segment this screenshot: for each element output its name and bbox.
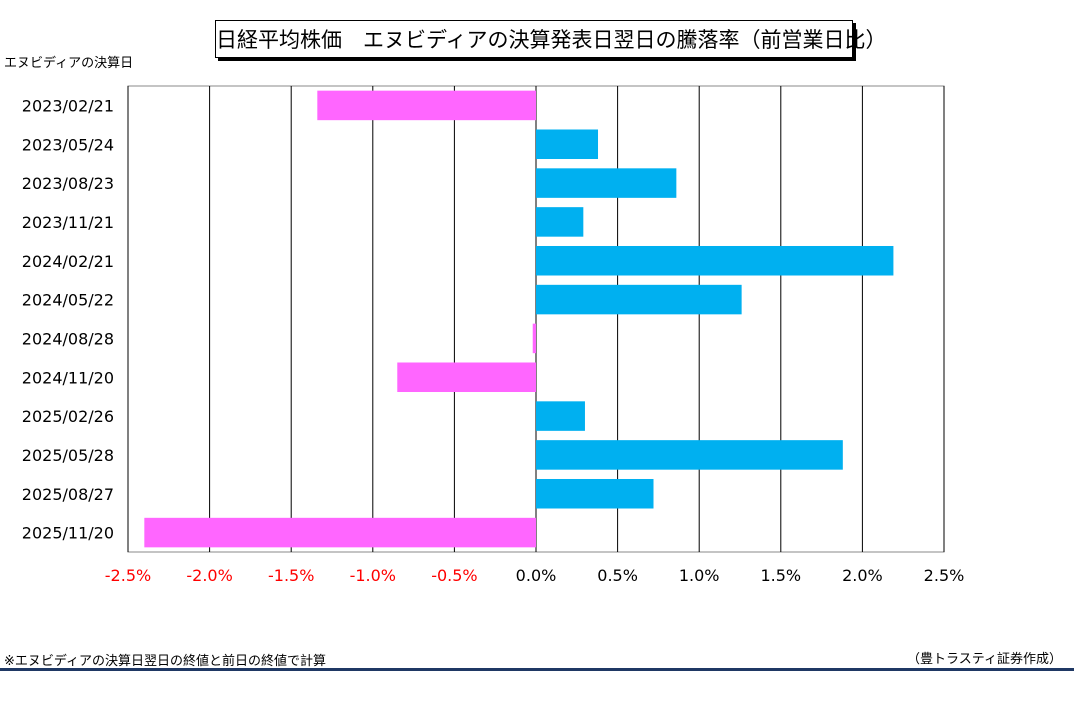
x-tick-label: 1.0% <box>679 566 720 585</box>
x-tick-label: 1.5% <box>760 566 801 585</box>
y-axis-label: エヌビディアの決算日 <box>4 56 134 71</box>
source-credit: （豊トラスティ証券作成） <box>907 652 1062 667</box>
category-label: 2023/05/24 <box>22 135 114 154</box>
category-label: 2023/08/23 <box>22 174 114 193</box>
bar-2023-08-23 <box>536 168 677 198</box>
bar-2024-02-21 <box>536 245 894 276</box>
category-labels: 2023/02/21 2023/05/24 2023/08/23 2023/11/21… <box>22 96 114 542</box>
category-label: 2025/05/28 <box>22 446 114 465</box>
chart-title: 日経平均株価 エヌビディアの決算発表日翌日の騰落率（前営業日比） <box>215 20 887 58</box>
x-tick-label: -2.0% <box>186 566 232 585</box>
category-label: 2023/11/21 <box>22 213 114 232</box>
category-label: 2024/02/21 <box>22 252 114 271</box>
x-tick-label: 2.5% <box>924 566 965 585</box>
bar-2025-05-28 <box>536 440 843 470</box>
bar-2025-08-27 <box>536 478 654 509</box>
category-label: 2024/08/28 <box>22 329 114 348</box>
bar-2023-11-21 <box>536 207 584 237</box>
x-tick-labels: -2.5% -2.0% -1.5% -1.0% -0.5% 0.0% 0.5% 1.0% 1.5… <box>105 566 965 585</box>
category-label: 2025/02/26 <box>22 407 114 426</box>
bar-2024-08-28 <box>532 323 536 354</box>
bar-2024-11-20 <box>397 362 536 393</box>
category-label: 2025/11/20 <box>22 524 114 543</box>
category-label: 2023/02/21 <box>22 96 114 115</box>
x-tick-label: -1.5% <box>268 566 314 585</box>
category-label: 2024/11/20 <box>22 368 114 387</box>
x-tick-label: -2.5% <box>105 566 151 585</box>
footer-rule <box>0 668 1074 671</box>
x-tick-label: 0.0% <box>516 566 557 585</box>
footnote: ※エヌビディアの決算日翌日の終値と前日の終値で計算 <box>4 654 326 669</box>
bars <box>144 90 894 548</box>
bar-2023-05-24 <box>536 129 599 160</box>
category-label: 2025/08/27 <box>22 485 114 504</box>
bar-2025-11-20 <box>144 517 536 548</box>
x-tick-label: -0.5% <box>431 566 477 585</box>
category-label: 2024/05/22 <box>22 291 114 310</box>
x-tick-label: 2.0% <box>842 566 883 585</box>
x-tick-label: -1.0% <box>350 566 396 585</box>
grid-lines <box>127 85 945 553</box>
x-tick-label: 0.5% <box>597 566 638 585</box>
bar-2024-05-22 <box>536 284 742 315</box>
bar-2025-02-26 <box>536 401 585 431</box>
bar-2023-02-21 <box>317 90 536 121</box>
